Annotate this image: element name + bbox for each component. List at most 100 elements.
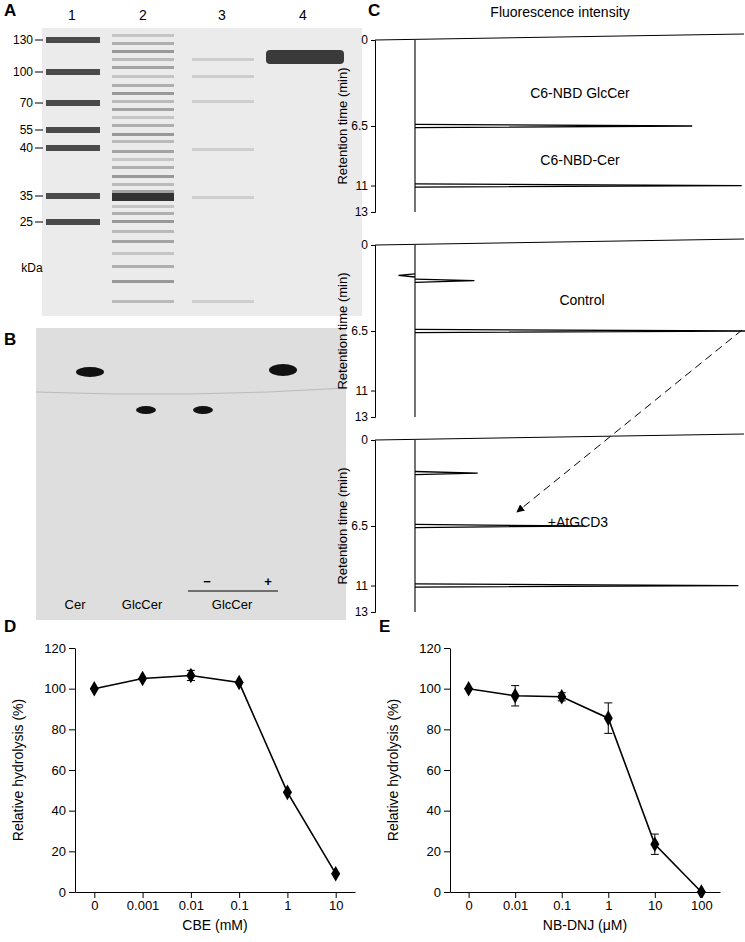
axis-line (450, 649, 451, 893)
marker-tick (35, 40, 43, 41)
axis-title: CBE (mM) (182, 917, 247, 933)
panel-label: D (4, 617, 16, 636)
tick: 40 (52, 803, 75, 818)
tick-label: 20 (427, 844, 441, 859)
marker-label: 35 (20, 189, 34, 203)
tick: 80 (52, 722, 75, 737)
ladder-band (46, 69, 100, 75)
tick-mark (371, 612, 375, 613)
tick-label: 40 (427, 803, 441, 818)
tick-mark (69, 851, 75, 852)
tick-mark (444, 689, 450, 690)
band (112, 212, 174, 215)
tick-mark (287, 892, 288, 898)
panel-label: C (368, 1, 380, 20)
frame-top (375, 239, 744, 245)
tick-mark (469, 892, 470, 898)
marker (697, 884, 706, 898)
ladder-band (46, 145, 100, 151)
axis-line (371, 246, 376, 418)
tick: 120 (419, 641, 450, 656)
error-cap (651, 834, 659, 835)
band (192, 300, 254, 303)
marker-tick (35, 103, 43, 104)
band (112, 108, 174, 111)
tick: 0 (59, 885, 75, 900)
band (112, 190, 174, 193)
peak (415, 124, 692, 127)
ladder-band (46, 37, 100, 43)
tick: 60 (52, 763, 75, 778)
axis-title: Relative hydrolysis (%) (385, 699, 401, 841)
tick-label: 0 (91, 898, 98, 913)
trace (399, 245, 745, 417)
tick-mark (444, 770, 450, 771)
lane-label: Cer (65, 597, 87, 612)
tick: 0 (434, 885, 450, 900)
tick: 6.5 (351, 119, 375, 133)
tick-mark (371, 417, 375, 418)
tick-label: 6.5 (351, 519, 368, 533)
tick: 120 (44, 641, 75, 656)
tick-mark (69, 811, 75, 812)
tick-mark (94, 892, 95, 898)
tick-label: 80 (52, 722, 66, 737)
tick-label: 1 (605, 898, 612, 913)
x-axis: 00.010.1110100 (451, 892, 721, 913)
tick-mark (444, 648, 450, 649)
marker-label: 40 (20, 141, 34, 155)
tick-label: 13 (355, 605, 369, 619)
tick-mark (371, 245, 375, 246)
sign-label: − (203, 574, 211, 589)
band (112, 133, 174, 136)
lane-label: 2 (139, 7, 147, 23)
spot (193, 406, 213, 414)
arrow (517, 330, 742, 512)
ladder-band (46, 100, 100, 106)
y-axis: 06.51113 (351, 238, 375, 424)
tick-label: 1 (284, 898, 291, 913)
tick-label: 60 (52, 763, 66, 778)
tick: 100 (44, 681, 75, 696)
tick: 100 (419, 681, 450, 696)
sign-label: + (264, 574, 272, 589)
tick-label: 20 (52, 844, 66, 859)
marker (604, 710, 613, 726)
panel-c: CFluorescence intensity06.51113Retention… (335, 1, 745, 619)
tick-label: 0.01 (503, 898, 528, 913)
tick-label: 0 (466, 898, 473, 913)
y-axis: 06.51113 (351, 33, 375, 219)
band (192, 75, 254, 78)
tick-mark (371, 331, 375, 332)
axis-title: Retention time (min) (335, 272, 350, 389)
figure: A12341301007055403525kDaBCerGlcCerGlcCer… (0, 0, 745, 942)
band (112, 158, 174, 161)
tick-mark (371, 391, 375, 392)
tick-mark (444, 811, 450, 812)
tick-label: 0 (361, 433, 368, 447)
axis-line (75, 649, 76, 893)
tick-label: 13 (355, 410, 369, 424)
tick-mark (69, 892, 75, 893)
marker-label: 70 (20, 96, 34, 110)
tick-mark (371, 186, 375, 187)
tick-mark (655, 892, 656, 898)
error-cap (604, 733, 612, 734)
tick-mark (69, 729, 75, 730)
error-cap (511, 685, 519, 686)
band (112, 50, 174, 53)
tick-mark (608, 892, 609, 898)
tick-label: 80 (427, 722, 441, 737)
tick-mark (444, 851, 450, 852)
marker-tick (35, 222, 43, 223)
tick-label: 0.01 (179, 898, 204, 913)
band (192, 148, 254, 151)
data-line (94, 675, 335, 873)
tick: 13 (355, 605, 375, 619)
tick: 20 (427, 844, 450, 859)
tick-label: 10 (329, 898, 343, 913)
data-line (469, 689, 702, 892)
peak (399, 274, 416, 277)
tick-label: 0.1 (231, 898, 249, 913)
marker-label: 130 (13, 33, 33, 47)
